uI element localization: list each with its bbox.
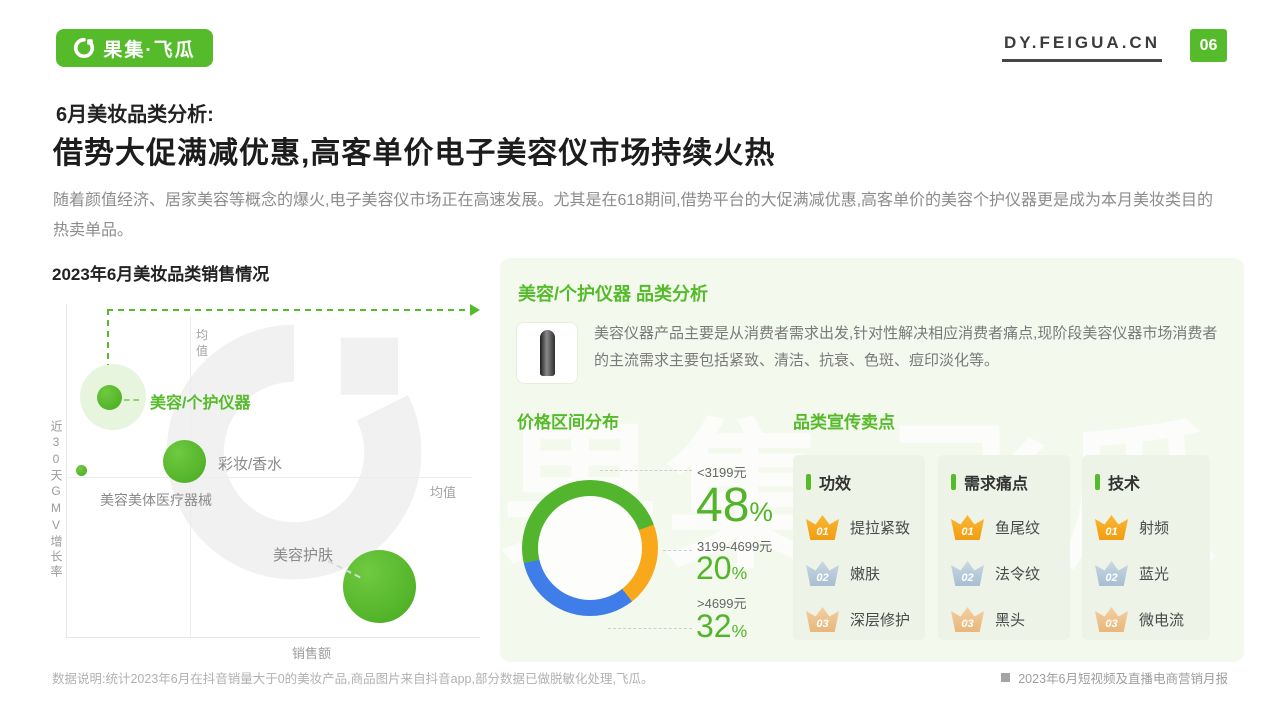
square-bullet-icon (1001, 673, 1011, 682)
beauty-device-icon (539, 330, 555, 376)
crown-rank-3-icon: 03 (806, 607, 839, 632)
column-header-text: 功效 (819, 476, 852, 493)
list-item: 01 射频 (1082, 515, 1210, 540)
price-range-value: 32% (696, 610, 747, 642)
bubble-label: 美容美体医疗器械 (100, 492, 212, 508)
header-bar-icon (951, 474, 956, 490)
site-link[interactable]: DY.FEIGUA.CN (1002, 33, 1162, 62)
crown-rank-1-icon: 01 (806, 515, 839, 540)
card-description: 美容仪器产品主要是从消费者需求出发,针对性解决相应消费者痛点,现阶段美容仪器市场… (594, 325, 1218, 369)
value-unit: % (731, 563, 748, 583)
selling-points-column-painpoints: 需求痛点 01 鱼尾纹 02 法令纹 03 黑头 (938, 455, 1070, 640)
intro-paragraph: 随着颜值经济、居家美容等概念的爆火,电子美容仪市场正在高速发展。尤其是在618期… (53, 192, 1214, 239)
crown-rank-3-icon: 03 (1095, 607, 1128, 632)
y-axis-line (66, 304, 67, 637)
bubble-label: 美容护肤 (273, 547, 334, 564)
bubble-skincare (343, 550, 416, 623)
item-label: 蓝光 (1139, 566, 1170, 583)
section-kicker: 6月美妆品类分析: (56, 104, 214, 126)
bubble-label-connector (124, 399, 139, 401)
crown-rank-3-icon: 03 (951, 607, 984, 632)
mean-label-right: 均值 (430, 485, 457, 500)
item-label: 深层修护 (850, 612, 911, 629)
price-donut (522, 480, 658, 616)
column-header-text: 技术 (1108, 476, 1141, 493)
value-number: 48 (696, 479, 750, 532)
list-item: 01 提拉紧致 (793, 515, 925, 540)
bubble-personal-care-devices (97, 385, 122, 410)
price-range-label: 3199-4699元 (697, 539, 773, 554)
price-range-value: 20% (696, 552, 747, 584)
report-name-text: 2023年6月短视频及直播电商营销月报 (1018, 672, 1228, 686)
data-disclaimer: 数据说明:统计2023年6月在抖音销量大于0的美妆产品,商品图片来自抖音app,… (52, 672, 654, 686)
bubble-makeup-perfume (163, 440, 206, 483)
item-label: 射频 (1139, 520, 1170, 537)
bubble-medical-devices (76, 465, 87, 476)
crown-rank-2-icon: 02 (951, 561, 984, 586)
bubble-label: 美容/个护仪器 (150, 395, 251, 412)
growth-arrow-horizontal (107, 309, 472, 311)
column-header: 功效 (793, 455, 925, 494)
card-title: 美容/个护仪器 品类分析 (518, 284, 709, 304)
mean-label-top: 均 值 (196, 328, 209, 358)
growth-arrow-head (470, 304, 480, 316)
swirl-icon (74, 37, 95, 59)
price-distribution-title: 价格区间分布 (517, 413, 619, 432)
page-title: 借势大促满减优惠,高客单价电子美容仪市场持续火热 (53, 137, 776, 170)
price-range-value: 48% (696, 482, 773, 530)
list-item: 02 法令纹 (938, 561, 1070, 586)
header-bar-icon (806, 474, 811, 490)
mean-line-horizontal (66, 477, 472, 478)
value-number: 20 (696, 550, 732, 586)
value-number: 32 (696, 608, 732, 644)
value-unit: % (749, 497, 773, 527)
watermark-swirl-icon (166, 324, 422, 580)
value-unit: % (731, 621, 748, 641)
leader-line (600, 470, 692, 471)
list-item: 03 黑头 (938, 607, 1070, 632)
y-axis-label: 近30天GMV增长率 (49, 420, 63, 580)
category-analysis-card: 果集·飞瓜 美容/个护仪器 品类分析 美容仪器产品主要是从消费者需求出发,针对性… (500, 258, 1244, 662)
list-item: 02 嫩肤 (793, 561, 925, 586)
list-item: 03 深层修护 (793, 607, 925, 632)
leader-line (608, 628, 692, 629)
price-range-label: <3199元 (697, 465, 747, 480)
header-bar-icon (1095, 474, 1100, 490)
brand-logo: 果集·飞瓜 (56, 29, 213, 67)
column-header: 技术 (1082, 455, 1210, 494)
growth-arrow-vertical (107, 309, 109, 365)
item-label: 鱼尾纹 (995, 520, 1041, 537)
item-label: 嫩肤 (850, 566, 881, 583)
product-image (516, 322, 578, 384)
selling-points-title: 品类宣传卖点 (793, 413, 895, 432)
bubble-chart-title: 2023年6月美妆品类销售情况 (52, 265, 270, 284)
report-name: 2023年6月短视频及直播电商营销月报 (1001, 668, 1228, 687)
selling-points-column-effect: 功效 01 提拉紧致 02 嫩肤 03 深层修护 (793, 455, 925, 640)
x-axis-line (66, 637, 480, 638)
selling-points-column-technology: 技术 01 射频 02 蓝光 03 微电流 (1082, 455, 1210, 640)
crown-rank-1-icon: 01 (951, 515, 984, 540)
item-label: 法令纹 (995, 566, 1041, 583)
column-header-text: 需求痛点 (964, 476, 1029, 493)
bubble-chart: 近30天GMV增长率 销售额 均 值 均值 美容/个护仪器 彩妆/香水 美容美体… (49, 292, 497, 672)
crown-rank-2-icon: 02 (1095, 561, 1128, 586)
bubble-label: 彩妆/香水 (218, 456, 283, 473)
item-label: 微电流 (1139, 612, 1185, 629)
item-label: 黑头 (995, 612, 1026, 629)
list-item: 02 蓝光 (1082, 561, 1210, 586)
price-range-label: >4699元 (697, 596, 747, 611)
item-label: 提拉紧致 (850, 520, 911, 537)
list-item: 03 微电流 (1082, 607, 1210, 632)
list-item: 01 鱼尾纹 (938, 515, 1070, 540)
leader-line (663, 550, 692, 551)
crown-rank-1-icon: 01 (1095, 515, 1128, 540)
crown-rank-2-icon: 02 (806, 561, 839, 586)
page-number-badge: 06 (1190, 29, 1227, 62)
x-axis-label: 销售额 (292, 646, 332, 661)
column-header: 需求痛点 (938, 455, 1070, 494)
brand-logo-text: 果集·飞瓜 (103, 39, 196, 61)
